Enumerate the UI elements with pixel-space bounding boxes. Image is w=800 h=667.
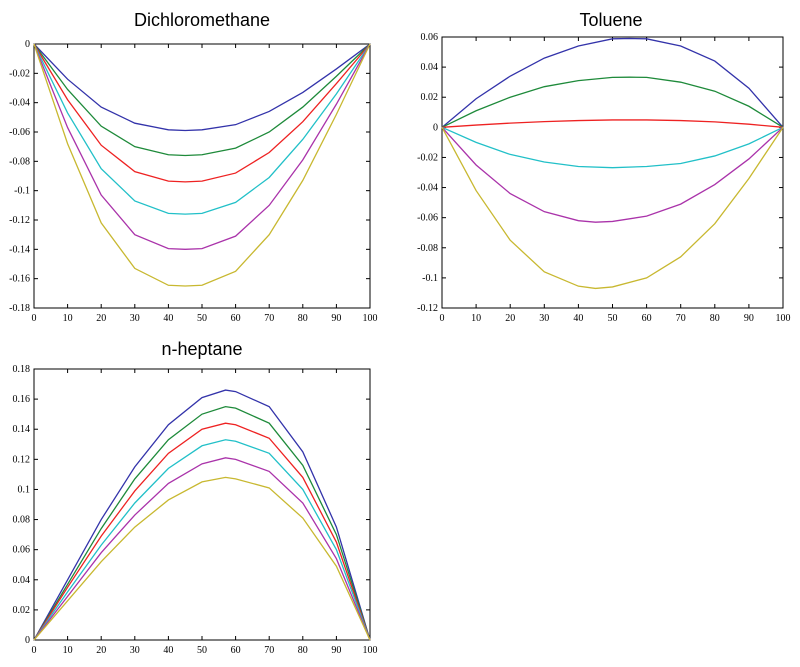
y-tick-label: 0.16 bbox=[13, 394, 31, 405]
y-tick-label: 0.1 bbox=[18, 484, 31, 495]
y-tick-label: -0.18 bbox=[9, 303, 30, 314]
series-line-4 bbox=[33, 43, 371, 215]
y-tick-label: 0.12 bbox=[13, 454, 31, 465]
x-tick-label: 0 bbox=[32, 645, 37, 656]
panel-toluene: Toluene 0 10 20 30 40 50 60 70 80 90 100 0.06 0.04 0.… bbox=[417, 10, 790, 324]
chart-title: n-heptane bbox=[161, 339, 242, 359]
y-tick-label: -0.12 bbox=[417, 303, 438, 314]
y-tick-label: 0 bbox=[433, 122, 438, 133]
x-tick-label: 40 bbox=[163, 645, 173, 656]
series-line-6 bbox=[33, 476, 371, 641]
y-tick-label: -0.06 bbox=[9, 127, 30, 138]
x-tick-label: 80 bbox=[298, 313, 308, 324]
y-tick-label: -0.16 bbox=[9, 274, 30, 285]
y-tick-label: -0.04 bbox=[9, 98, 30, 109]
y-tick-label: -0.04 bbox=[417, 183, 438, 194]
x-tick-label: 60 bbox=[642, 313, 652, 324]
x-tick-label: 80 bbox=[298, 645, 308, 656]
series-line-5 bbox=[33, 457, 371, 641]
chart-title: Dichloromethane bbox=[134, 10, 270, 30]
x-tick-label: 70 bbox=[264, 645, 274, 656]
y-tick-label: 0.06 bbox=[13, 545, 31, 556]
series-line-2 bbox=[33, 405, 371, 641]
x-tick-label: 70 bbox=[264, 313, 274, 324]
plot-marks: 0 10 20 30 40 50 60 70 80 90 100 0.06 0.04 0.02 0 -0.02… bbox=[417, 32, 790, 324]
y-tick-label: 0.14 bbox=[13, 424, 31, 435]
y-tick-label: 0 bbox=[25, 635, 30, 646]
y-tick-label: -0.02 bbox=[9, 68, 30, 79]
x-tick-label: 30 bbox=[130, 645, 140, 656]
x-tick-label: 30 bbox=[130, 313, 140, 324]
y-tick-label: 0.18 bbox=[13, 364, 31, 375]
x-tick-label: 100 bbox=[776, 313, 791, 324]
x-tick-label: 50 bbox=[608, 313, 618, 324]
x-tick-label: 90 bbox=[331, 645, 341, 656]
y-tick-label: -0.06 bbox=[417, 213, 438, 224]
series-line-2 bbox=[441, 76, 784, 128]
y-tick-label: 0.04 bbox=[421, 62, 439, 73]
x-tick-label: 60 bbox=[231, 313, 241, 324]
x-tick-label: 20 bbox=[505, 313, 515, 324]
x-tick-label: 10 bbox=[63, 313, 73, 324]
x-tick-label: 20 bbox=[96, 645, 106, 656]
y-tick-label: -0.08 bbox=[417, 243, 438, 254]
x-tick-label: 10 bbox=[63, 645, 73, 656]
y-tick-label: 0.04 bbox=[13, 575, 31, 586]
y-tick-label: -0.08 bbox=[9, 156, 30, 167]
y-tick-label: -0.12 bbox=[9, 215, 30, 226]
panel-dichloromethane: Dichloromethane 0 10 20 30 40 50 60 70 80 90 1000-… bbox=[9, 10, 377, 324]
x-tick-label: 20 bbox=[96, 313, 106, 324]
x-tick-label: 100 bbox=[363, 313, 378, 324]
series-line-4 bbox=[33, 439, 371, 641]
y-tick-label: 0.02 bbox=[421, 92, 439, 103]
series-line-1 bbox=[33, 43, 371, 132]
panel-n-heptane: n-heptane 0 10 20 30 40 50 60 70 80 90 100 0.18 0.16… bbox=[13, 339, 378, 656]
series-line-3 bbox=[33, 43, 371, 183]
y-tick-label: -0.14 bbox=[9, 244, 30, 255]
series-line-6 bbox=[33, 43, 371, 287]
plot-marks: 0 10 20 30 40 50 60 70 80 90 100 0 -0.02 -0.04 -0.06 -0… bbox=[9, 39, 377, 324]
x-tick-label: 40 bbox=[573, 313, 583, 324]
series-line-6 bbox=[441, 126, 784, 290]
x-tick-label: 90 bbox=[744, 313, 754, 324]
x-tick-label: 100 bbox=[363, 645, 378, 656]
chart-title: Toluene bbox=[579, 10, 642, 30]
series-line-3 bbox=[33, 422, 371, 641]
y-tick-label: 0.02 bbox=[13, 605, 31, 616]
y-tick-label: 0.06 bbox=[421, 32, 439, 43]
x-tick-label: 30 bbox=[539, 313, 549, 324]
plot-frame bbox=[33, 43, 371, 309]
x-tick-label: 60 bbox=[231, 645, 241, 656]
y-tick-label: 0 bbox=[25, 39, 30, 50]
plot-frame bbox=[33, 368, 371, 641]
x-tick-label: 0 bbox=[32, 313, 37, 324]
x-tick-label: 90 bbox=[331, 313, 341, 324]
y-tick-label: -0.1 bbox=[14, 186, 30, 197]
series-line-5 bbox=[33, 43, 371, 250]
x-tick-label: 80 bbox=[710, 313, 720, 324]
x-tick-label: 0 bbox=[440, 313, 445, 324]
series-line-2 bbox=[33, 43, 371, 157]
x-tick-label: 10 bbox=[471, 313, 481, 324]
x-tick-label: 50 bbox=[197, 645, 207, 656]
series-line-1 bbox=[441, 37, 784, 128]
x-tick-label: 40 bbox=[163, 313, 173, 324]
plot-marks: 0 10 20 30 40 50 60 70 80 90 100 0.18 0.16 0.14 0.12 0.… bbox=[13, 364, 378, 656]
y-tick-label: -0.02 bbox=[417, 152, 438, 163]
y-tick-label: -0.1 bbox=[422, 273, 438, 284]
series-line-3 bbox=[441, 119, 784, 128]
series-line-1 bbox=[33, 389, 371, 641]
series-line-4 bbox=[441, 126, 784, 169]
y-tick-label: 0.08 bbox=[13, 515, 31, 526]
series-line-5 bbox=[441, 126, 784, 223]
x-tick-label: 70 bbox=[676, 313, 686, 324]
x-tick-label: 50 bbox=[197, 313, 207, 324]
